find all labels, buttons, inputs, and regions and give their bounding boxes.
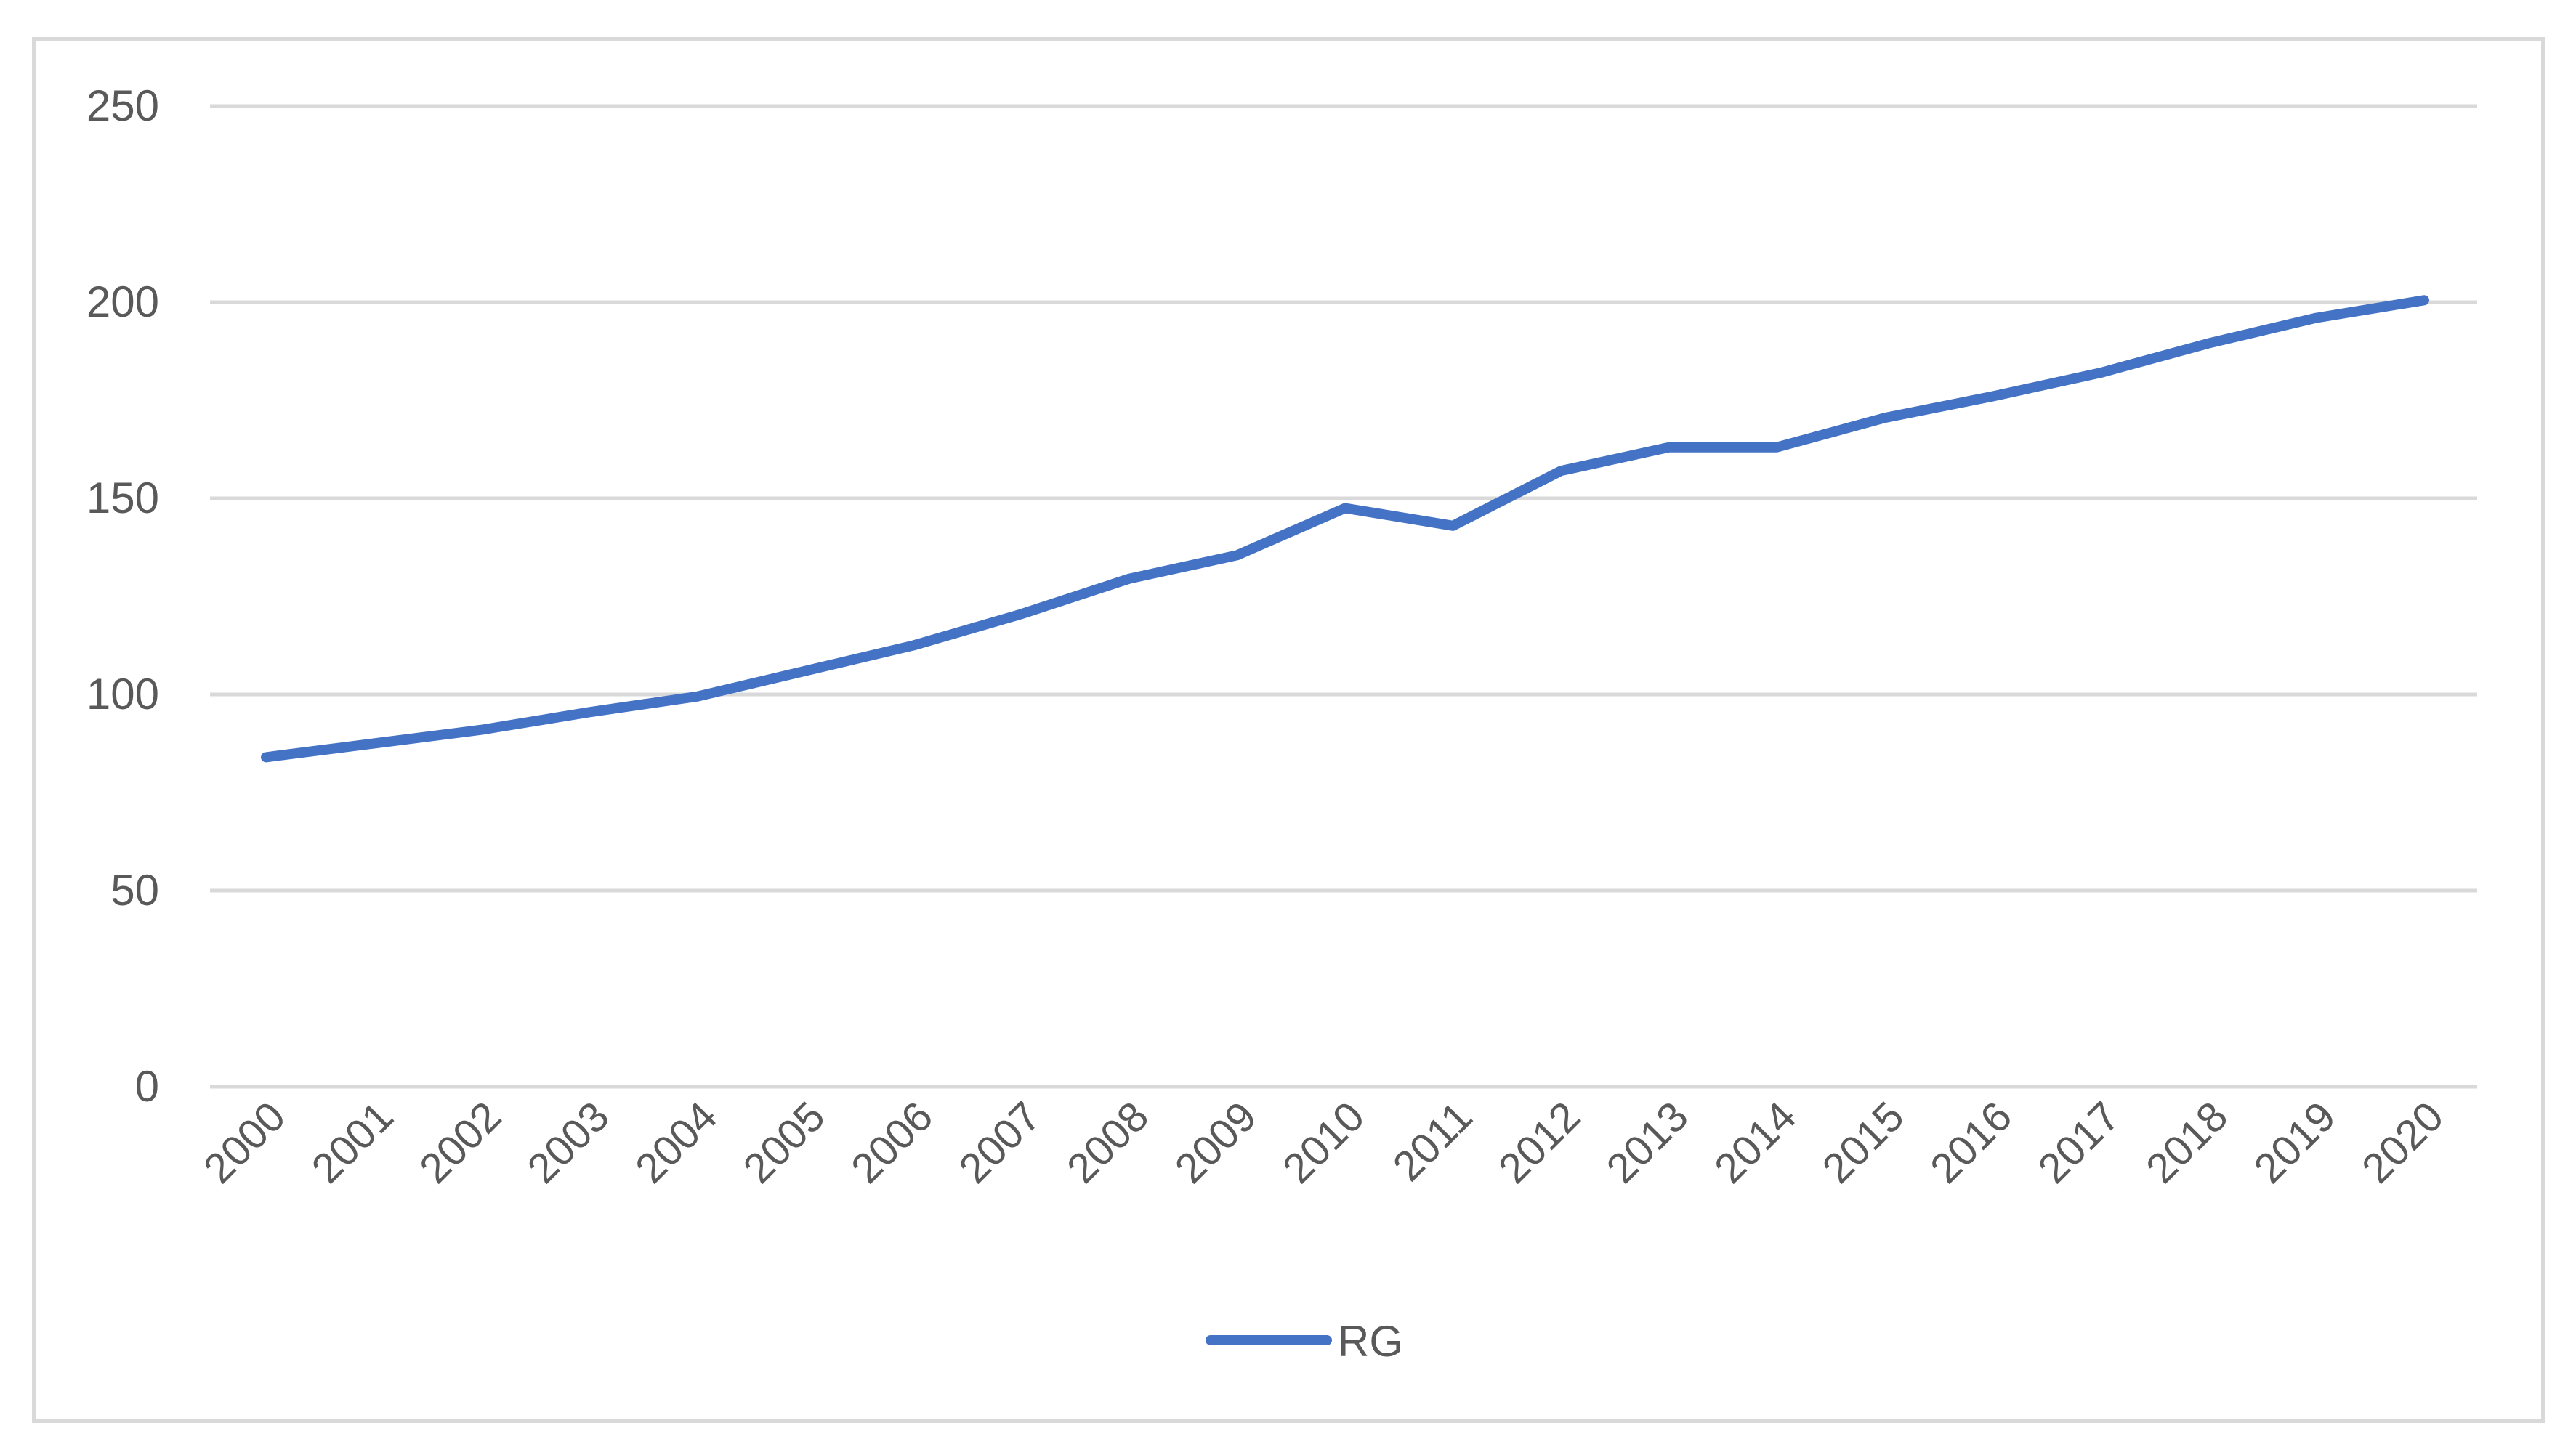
data-point bbox=[480, 728, 483, 731]
x-tick-label: 2000 bbox=[195, 1093, 294, 1192]
data-point bbox=[372, 742, 376, 745]
x-axis-tick-labels: 2000 2001 2002 2003 2004 2005 2006 2007 2008 2009… bbox=[195, 1093, 2452, 1192]
data-point bbox=[1020, 612, 1023, 616]
data-point bbox=[912, 644, 915, 647]
data-point bbox=[1991, 394, 1994, 398]
x-tick-label: 2008 bbox=[1058, 1093, 1158, 1192]
x-tick-label: 2005 bbox=[734, 1093, 833, 1192]
y-tick-label: 50 bbox=[110, 866, 159, 915]
data-point bbox=[1883, 416, 1886, 420]
y-tick-label: 100 bbox=[86, 670, 159, 718]
x-tick-label: 2015 bbox=[1813, 1093, 1913, 1192]
data-point bbox=[1775, 445, 1778, 449]
x-tick-label: 2018 bbox=[2137, 1093, 2237, 1192]
x-tick-label: 2014 bbox=[1705, 1093, 1805, 1192]
data-point bbox=[1559, 469, 1562, 473]
data-point bbox=[1667, 445, 1671, 449]
x-tick-label: 2012 bbox=[1490, 1093, 1589, 1192]
data-point bbox=[2314, 316, 2318, 320]
data-point bbox=[696, 694, 699, 698]
data-point bbox=[588, 710, 591, 714]
series-line-RG bbox=[261, 295, 2429, 763]
data-point bbox=[1128, 577, 1131, 580]
data-point bbox=[265, 755, 267, 759]
series-lines bbox=[261, 295, 2429, 763]
line-chart: 0 50 100 150 200 250 2000 2001 2002 2003 2004 2005… bbox=[86, 81, 2477, 1366]
legend-label: RG bbox=[1338, 1317, 1403, 1366]
x-tick-label: 2011 bbox=[1384, 1093, 1482, 1190]
x-tick-label: 2017 bbox=[2029, 1093, 2128, 1192]
legend: RG bbox=[1206, 1317, 1403, 1366]
y-axis-tick-labels: 0 50 100 150 200 250 bbox=[86, 81, 159, 1111]
data-point bbox=[1344, 506, 1346, 510]
x-tick-label: 2001 bbox=[302, 1093, 402, 1192]
y-tick-label: 150 bbox=[86, 474, 159, 522]
data-point bbox=[2423, 299, 2426, 302]
data-point bbox=[1235, 554, 1239, 557]
data-point bbox=[1451, 524, 1455, 527]
x-tick-label: 2019 bbox=[2245, 1093, 2344, 1192]
data-point bbox=[804, 669, 807, 673]
x-tick-label: 2009 bbox=[1166, 1093, 1265, 1192]
y-tick-label: 0 bbox=[135, 1062, 159, 1111]
x-tick-label: 2013 bbox=[1597, 1093, 1697, 1192]
x-tick-label: 2020 bbox=[2353, 1093, 2452, 1192]
x-tick-label: 2016 bbox=[1921, 1093, 2021, 1192]
x-tick-label: 2003 bbox=[518, 1093, 618, 1192]
data-point bbox=[2207, 341, 2210, 345]
chart-frame: 0 50 100 150 200 250 2000 2001 2002 2003 2004 2005… bbox=[32, 37, 2545, 1423]
x-tick-label: 2002 bbox=[411, 1093, 510, 1192]
x-tick-label: 2007 bbox=[950, 1093, 1049, 1192]
gridlines bbox=[210, 104, 2477, 1089]
y-tick-label: 200 bbox=[86, 277, 159, 326]
y-tick-label: 250 bbox=[86, 81, 159, 130]
x-tick-label: 2006 bbox=[842, 1093, 942, 1192]
x-tick-label: 2010 bbox=[1274, 1093, 1373, 1192]
x-tick-label: 2004 bbox=[626, 1093, 726, 1192]
data-point bbox=[2099, 371, 2102, 375]
